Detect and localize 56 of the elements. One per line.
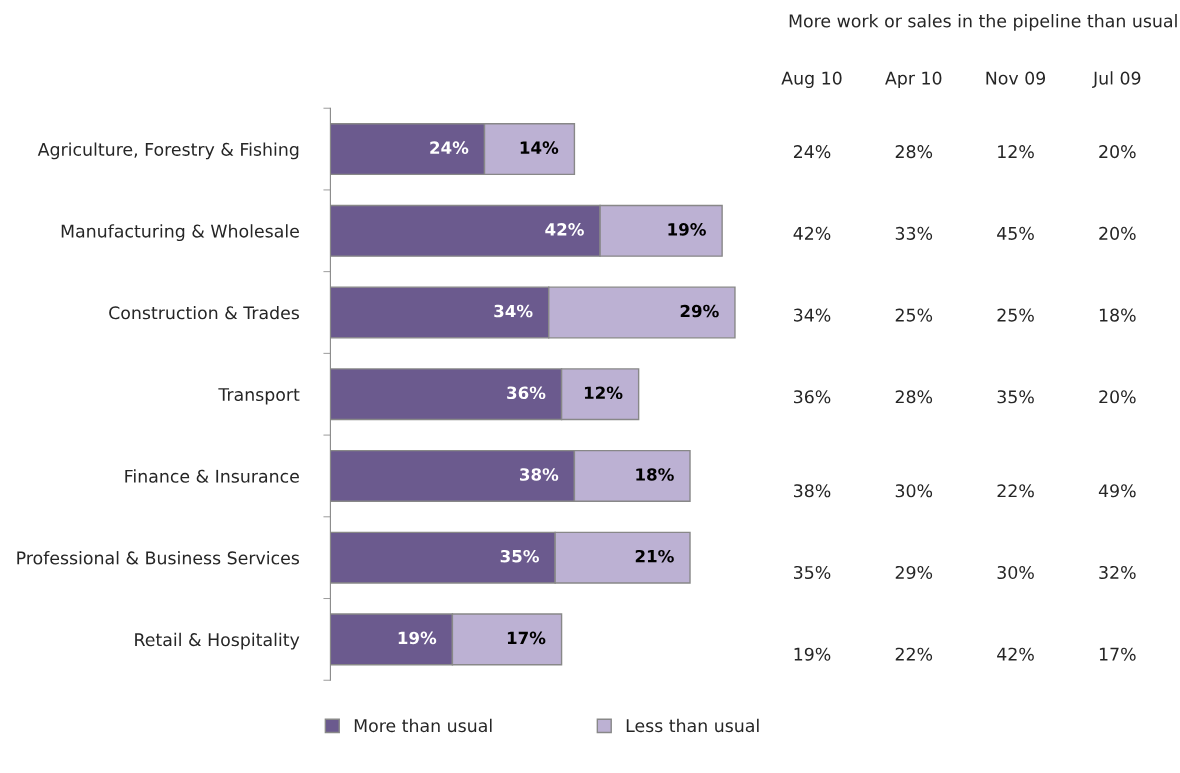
data-label: 18%	[636, 468, 674, 481]
y-tick-label: Transport	[218, 388, 300, 405]
text: 36%	[794, 390, 831, 404]
text: 33%	[895, 226, 933, 240]
data-label: 17%	[507, 631, 546, 645]
text: 32%	[1099, 565, 1136, 580]
text: 22%	[997, 484, 1034, 498]
y-tick-label: Finance & Insurance	[125, 469, 299, 483]
text: 42%	[793, 226, 831, 240]
legend-label: Less than usual	[626, 718, 759, 733]
text: 34%	[794, 308, 831, 322]
text: 30%	[895, 484, 933, 498]
data-label: 21%	[635, 549, 674, 563]
data-label: 38%	[519, 468, 559, 481]
text: 28%	[895, 145, 933, 159]
text: 20%	[1099, 145, 1136, 159]
data-label: 12%	[584, 386, 623, 400]
text: 17%	[1099, 647, 1136, 661]
y-tick-label: Retail & Hospitality	[135, 632, 300, 650]
y-tick-label: Agriculture, Forestry & Fishing	[37, 142, 299, 160]
text: 38%	[794, 484, 831, 498]
text: 45%	[997, 226, 1034, 240]
y-tick-label: Manufacturing & Wholesale	[61, 224, 299, 241]
category-label: Aug 10	[781, 71, 842, 89]
data-label: 24%	[430, 141, 469, 154]
data-label: 36%	[507, 386, 546, 400]
y-tick-label: Construction & Trades	[109, 305, 299, 320]
text: 30%	[997, 565, 1034, 580]
data-label: 19%	[668, 223, 706, 236]
text: 12%	[998, 145, 1034, 159]
text: 49%	[1098, 484, 1136, 498]
data-label: 14%	[520, 141, 559, 154]
text: 25%	[997, 308, 1034, 322]
data-label: 35%	[500, 549, 539, 563]
y-tick-label: Professional & Business Services	[17, 551, 299, 565]
category-label: Jul 09	[1092, 71, 1141, 88]
text: 29%	[895, 565, 933, 580]
text: 20%	[1099, 226, 1136, 240]
data-label: 34%	[494, 304, 533, 318]
text: 35%	[794, 565, 831, 580]
text: 19%	[794, 647, 831, 661]
legend-label: More than usual	[354, 718, 492, 733]
text: 25%	[895, 308, 933, 322]
text: 28%	[895, 390, 933, 404]
category-label: Nov 09	[986, 71, 1046, 85]
text: 18%	[1099, 308, 1136, 322]
data-label: 19%	[398, 631, 437, 645]
data-label: 29%	[680, 304, 719, 318]
text: 24%	[793, 145, 831, 159]
text: More work or sales in the pipeline than usual	[789, 14, 1177, 31]
text: 22%	[895, 647, 933, 661]
category-label: Apr 10	[885, 71, 942, 89]
text: 42%	[997, 647, 1034, 661]
text: 20%	[1099, 390, 1136, 404]
text: 35%	[997, 390, 1034, 404]
data-label: 42%	[545, 223, 584, 236]
